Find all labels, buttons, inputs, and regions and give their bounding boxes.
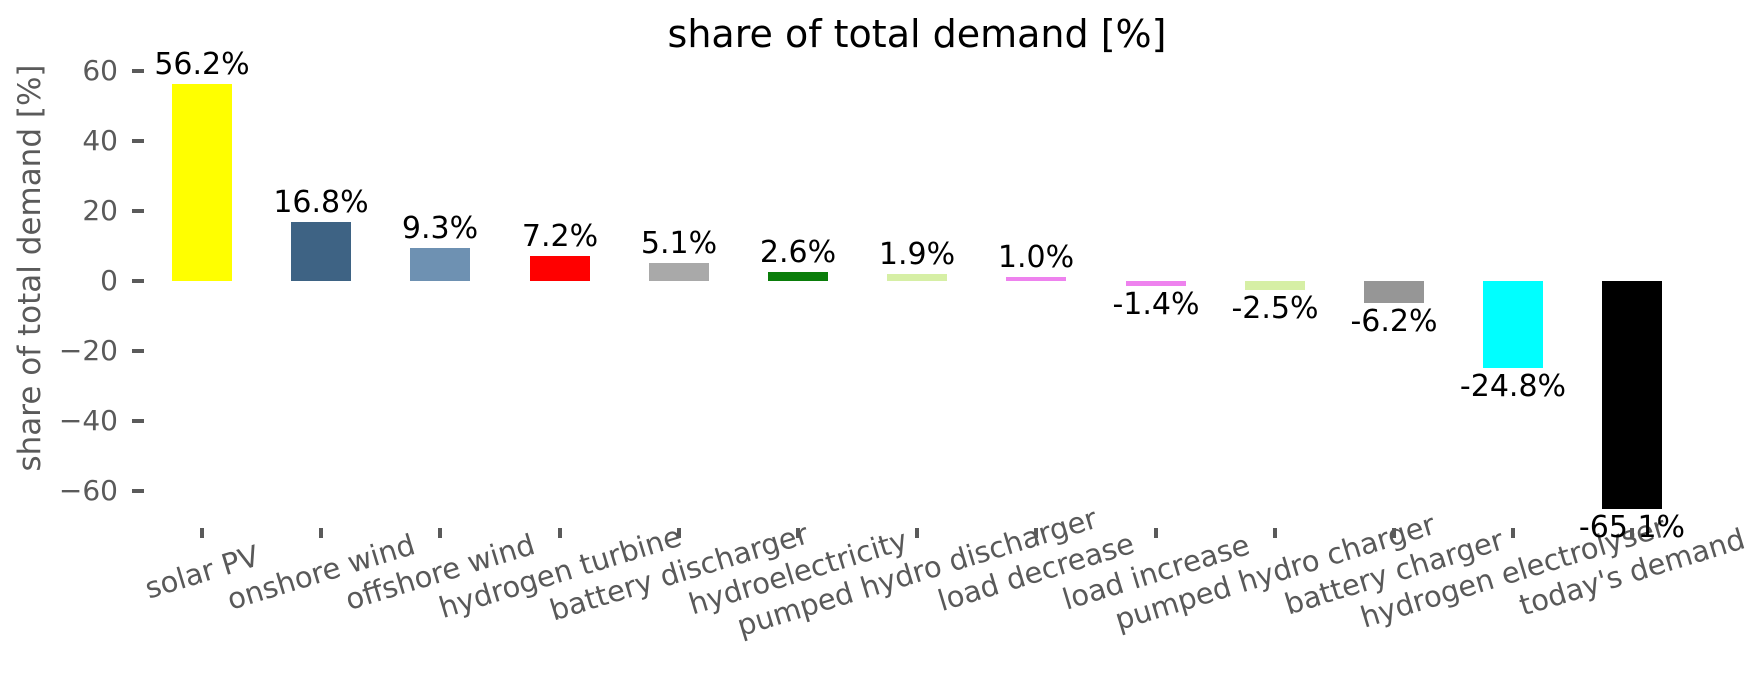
bar-value-label: 16.8% (273, 185, 369, 220)
bar-value-label: 1.9% (878, 237, 956, 272)
x-tick-mark (796, 528, 800, 538)
bar-value-label: -65.1% (1547, 511, 1717, 545)
bar (530, 256, 590, 281)
bar-value-label: 1.0% (997, 240, 1075, 275)
y-tick-mark (132, 139, 144, 143)
y-tick-mark (132, 419, 144, 423)
x-tick-mark (677, 528, 681, 538)
x-tick-mark (1154, 528, 1158, 538)
y-tick-label: 20 (82, 194, 118, 227)
x-tick-mark (915, 528, 919, 538)
bar (1602, 281, 1662, 509)
y-tick-mark (132, 489, 144, 493)
bar (172, 84, 232, 281)
x-tick-mark (438, 528, 442, 538)
bar (649, 263, 709, 281)
x-tick-mark (1392, 528, 1396, 538)
bar (291, 222, 351, 281)
bar (887, 274, 947, 281)
y-tick-label: −40 (58, 404, 118, 437)
y-tick-label: 0 (100, 264, 118, 297)
bar-value-label: 2.6% (759, 235, 837, 270)
bar (1483, 281, 1543, 368)
x-tick-mark (1273, 528, 1277, 538)
bar-value-label: -2.5% (1231, 291, 1319, 326)
x-tick-mark (1511, 528, 1515, 538)
x-tick-mark (1630, 528, 1634, 538)
chart-title: share of total demand [%] (667, 12, 1167, 56)
bar-value-label: 7.2% (521, 219, 599, 254)
x-tick-label-anchor: today's demand (1515, 522, 1764, 623)
y-tick-label: −60 (58, 474, 118, 507)
bar (1126, 281, 1186, 286)
x-tick-mark (558, 528, 562, 538)
x-tick-mark (200, 528, 204, 538)
y-tick-label: 60 (82, 54, 118, 87)
x-tick-mark (319, 528, 323, 538)
bar-value-label: -6.2% (1350, 304, 1438, 339)
y-tick-label: 40 (82, 124, 118, 157)
bar (1364, 281, 1424, 303)
bar-value-label: 56.2% (154, 47, 250, 82)
bar-value-label: 9.3% (401, 211, 479, 246)
bar-value-label: 5.1% (640, 226, 718, 261)
bar-value-label: -1.4% (1112, 287, 1200, 322)
bar-value-label: -24.8% (1459, 369, 1567, 404)
y-tick-mark (132, 69, 144, 73)
bar (410, 248, 470, 281)
bar (1006, 277, 1066, 281)
bar (1245, 281, 1305, 290)
y-tick-mark (132, 349, 144, 353)
y-tick-mark (132, 209, 144, 213)
x-tick-mark (1034, 528, 1038, 538)
bar (768, 272, 828, 281)
y-tick-label: −20 (58, 334, 118, 367)
y-tick-mark (132, 279, 144, 283)
